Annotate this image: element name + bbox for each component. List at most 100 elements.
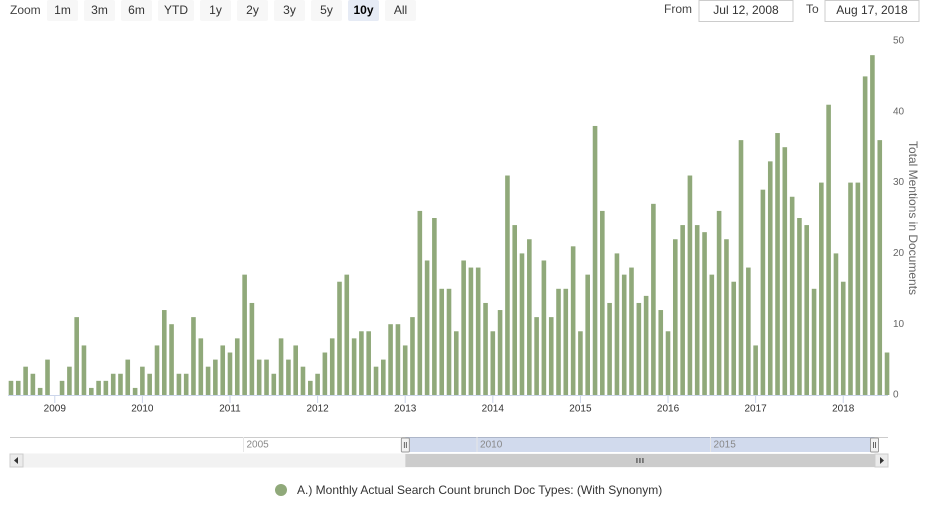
y-tick-label: 30 [893,177,905,188]
bar [359,331,364,395]
zoom-button-label[interactable]: 6m [128,3,145,17]
bar [621,274,627,395]
legend-marker[interactable] [275,484,287,496]
zoom-button[interactable] [311,0,342,21]
zoom-button-label[interactable]: 2y [246,3,259,17]
bar [585,274,590,395]
bar [680,225,685,395]
navigator-handle[interactable] [870,437,880,453]
x-tick-label: 2009 [44,404,67,415]
bar [308,380,313,395]
bar [483,302,488,395]
bar [614,253,620,395]
from-label: From [664,2,692,16]
bar [461,260,466,395]
zoom-button[interactable] [237,0,268,21]
bar [870,55,875,395]
to-date[interactable]: Aug 17, 2018 [836,3,908,17]
bar [453,331,459,395]
bar [191,317,196,395]
bar [651,203,656,395]
bar [789,196,795,395]
bar [176,373,182,395]
y-axis-title: Total Mentions in Documents [906,141,920,295]
bar [125,359,131,395]
zoom-button[interactable] [158,0,194,21]
zoom-button-label[interactable]: 1m [54,3,71,17]
bar [322,352,328,395]
zoom-button[interactable] [274,0,305,21]
bar [541,260,547,395]
zoom-label: Zoom [10,3,41,17]
bar [563,288,569,395]
bar [797,218,802,395]
bar [694,225,700,395]
x-tick-label: 2018 [832,404,855,415]
scrollbar-thumb[interactable] [405,454,885,467]
bar [746,267,751,395]
zoom-button[interactable] [200,0,231,21]
navigator-handle[interactable] [400,437,410,453]
bar [227,352,233,395]
bar [833,253,839,395]
bar [15,380,21,395]
bar [366,331,371,395]
to-input[interactable] [824,0,920,22]
bar [147,373,152,395]
bar [271,373,277,395]
zoom-button-label[interactable]: All [394,3,407,17]
bar [103,380,109,395]
bar [446,288,452,395]
zoom-button[interactable] [84,0,115,21]
bar [775,133,780,396]
zoom-button-label[interactable]: YTD [164,3,188,17]
bar [410,317,415,395]
zoom-button-label[interactable]: 10y [353,3,373,17]
arrow [14,457,18,464]
bar [527,239,532,395]
x-tick-label: 2017 [745,404,768,415]
bar [877,140,883,395]
bar [183,373,189,395]
bar [468,267,474,395]
bar [417,210,423,395]
bar [819,182,824,395]
bar [840,281,846,395]
zoom-button[interactable] [385,0,416,21]
x-tick-label: 2016 [657,404,680,415]
zoom-button[interactable] [121,0,152,21]
zoom-button-label[interactable]: 5y [320,3,333,17]
bar [205,366,211,395]
bar [45,359,50,395]
bar [607,302,612,395]
from-date[interactable]: Jul 12, 2008 [713,3,779,17]
zoom-button-label[interactable]: 3m [91,3,108,17]
bar [570,246,576,395]
bar [249,302,255,395]
legend-label[interactable]: A.) Monthly Actual Search Count brunch D… [297,483,662,497]
zoom-button-label[interactable]: 1y [209,3,222,17]
bar [855,182,861,395]
bar [132,387,138,395]
bar [738,140,744,395]
from-input[interactable] [698,0,794,22]
bar [592,125,598,396]
bar [8,380,14,395]
bar [724,239,729,395]
navigator-selection[interactable] [405,437,875,452]
zoom-button[interactable] [348,0,379,21]
bar [344,274,350,395]
navigator-tick-label: 2015 [714,440,737,451]
bar [731,281,737,395]
bar [826,104,831,395]
y-tick-label: 40 [893,106,905,117]
bar [643,295,649,395]
zoom-button[interactable] [47,0,78,21]
bar [782,147,788,395]
bar [884,352,890,395]
zoom-button-label[interactable]: 3y [283,3,296,17]
bar [278,338,284,395]
bar [716,210,722,395]
bar [37,387,43,395]
y-tick-label: 10 [893,319,905,330]
